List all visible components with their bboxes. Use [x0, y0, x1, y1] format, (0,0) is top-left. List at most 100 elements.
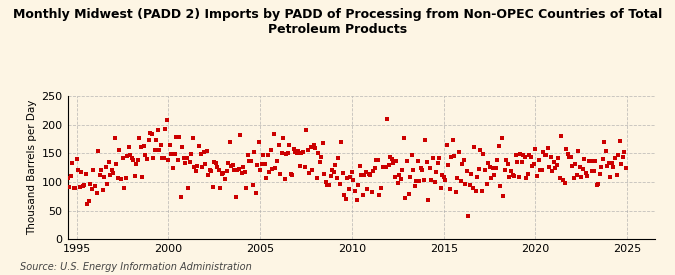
Point: [498, 194, 509, 199]
Point: [502, 162, 513, 166]
Point: [288, 147, 299, 151]
Point: [253, 140, 264, 144]
Point: [218, 170, 229, 175]
Point: [209, 160, 220, 164]
Point: [65, 174, 76, 178]
Point: [67, 161, 78, 165]
Point: [513, 175, 524, 179]
Point: [84, 199, 95, 203]
Point: [340, 197, 351, 202]
Point: [576, 175, 587, 179]
Point: [264, 169, 275, 174]
Point: [173, 134, 184, 139]
Point: [610, 156, 620, 160]
Point: [212, 164, 223, 169]
Point: [215, 185, 226, 190]
Point: [490, 165, 501, 170]
Point: [281, 152, 292, 156]
Point: [403, 191, 414, 196]
Point: [582, 174, 593, 178]
Point: [186, 152, 197, 156]
Point: [481, 182, 492, 186]
Point: [305, 145, 316, 149]
Point: [126, 156, 137, 160]
Point: [136, 145, 146, 149]
Point: [144, 131, 155, 135]
Point: [230, 195, 241, 199]
Point: [206, 169, 217, 174]
Point: [356, 172, 367, 177]
Point: [475, 148, 486, 152]
Point: [607, 161, 618, 166]
Point: [70, 186, 80, 191]
Point: [460, 182, 470, 186]
Point: [562, 152, 573, 157]
Point: [394, 173, 405, 177]
Point: [213, 168, 224, 173]
Point: [509, 174, 520, 178]
Point: [176, 194, 186, 199]
Point: [354, 164, 365, 168]
Point: [594, 172, 605, 176]
Point: [322, 183, 333, 188]
Point: [521, 176, 532, 180]
Point: [294, 164, 305, 168]
Point: [427, 156, 438, 161]
Point: [282, 150, 293, 155]
Point: [256, 162, 267, 167]
Point: [377, 165, 388, 169]
Point: [408, 167, 418, 172]
Point: [103, 160, 114, 164]
Point: [365, 173, 376, 178]
Point: [414, 179, 425, 183]
Point: [273, 142, 284, 147]
Y-axis label: Thousand Barrels per Day: Thousand Barrels per Day: [28, 100, 37, 235]
Point: [345, 174, 356, 179]
Point: [92, 149, 103, 153]
Point: [601, 149, 612, 153]
Point: [240, 169, 250, 174]
Point: [496, 136, 507, 140]
Point: [467, 186, 478, 191]
Point: [198, 150, 209, 154]
Point: [124, 145, 134, 149]
Point: [352, 182, 363, 187]
Point: [617, 154, 628, 159]
Point: [336, 140, 347, 144]
Point: [587, 169, 597, 174]
Point: [101, 165, 111, 169]
Point: [461, 169, 472, 174]
Point: [492, 157, 503, 162]
Point: [570, 162, 580, 166]
Point: [293, 149, 304, 153]
Point: [480, 168, 491, 172]
Point: [344, 187, 354, 191]
Point: [444, 186, 455, 191]
Point: [507, 172, 518, 177]
Point: [328, 170, 339, 175]
Point: [533, 158, 544, 162]
Point: [130, 174, 140, 178]
Point: [125, 152, 136, 157]
Point: [532, 174, 543, 178]
Point: [541, 153, 551, 158]
Point: [76, 170, 86, 174]
Point: [292, 150, 302, 155]
Point: [107, 167, 117, 172]
Point: [183, 185, 194, 190]
Point: [227, 163, 238, 168]
Point: [561, 147, 572, 152]
Point: [455, 178, 466, 183]
Point: [605, 175, 616, 180]
Point: [495, 184, 506, 189]
Point: [446, 155, 457, 160]
Point: [423, 197, 434, 202]
Point: [409, 184, 420, 188]
Point: [544, 164, 555, 169]
Point: [608, 165, 619, 169]
Point: [261, 176, 272, 181]
Point: [248, 150, 259, 155]
Point: [350, 189, 360, 193]
Point: [369, 165, 380, 170]
Point: [242, 153, 253, 157]
